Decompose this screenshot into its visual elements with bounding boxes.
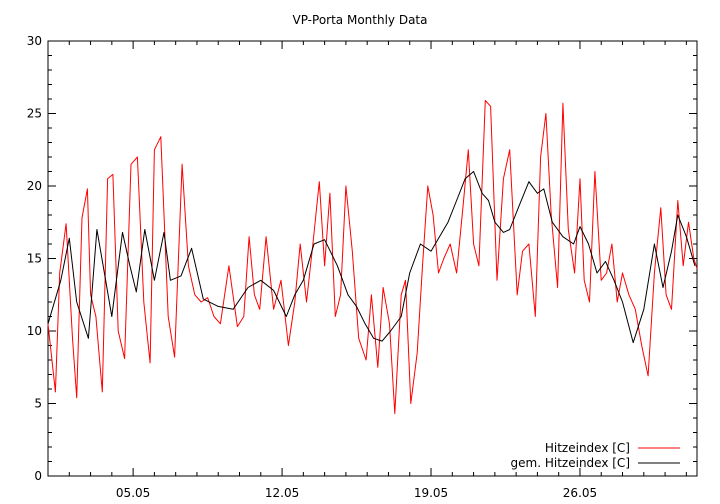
legend-label-0: Hitzeindex [C] [545,441,630,455]
y-tick-label: 0 [34,469,42,483]
series-line-1 [47,171,696,344]
x-tick-label: 12.05 [265,486,299,500]
x-tick-label: 19.05 [414,486,448,500]
y-tick-label: 25 [27,107,42,121]
y-tick-label: 20 [27,179,42,193]
series-line-0 [47,100,698,415]
chart-title: VP-Porta Monthly Data [293,13,428,27]
series-layer [47,100,698,415]
legend: Hitzeindex [C]gem. Hitzeindex [C] [511,441,680,470]
y-tick-label: 5 [34,397,42,411]
y-tick-label: 10 [27,324,42,338]
x-tick-label: 05.05 [116,486,150,500]
y-tick-label: 30 [27,34,42,48]
axes: 0 5 10 15 20 25 30 05.05 12.05 19.05 26.05 [27,34,698,500]
legend-label-1: gem. Hitzeindex [C] [511,456,630,470]
x-tick-label: 26.05 [563,486,597,500]
y-tick-label: 15 [27,252,42,266]
